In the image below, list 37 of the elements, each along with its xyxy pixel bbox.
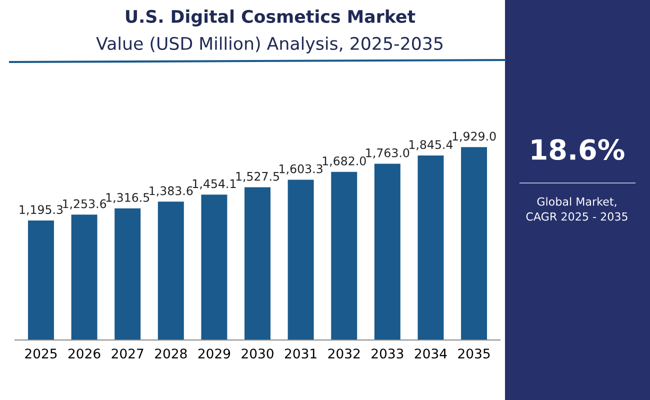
bar	[374, 164, 400, 340]
bar	[114, 208, 141, 340]
data-label: 1,383.6	[150, 186, 193, 196]
x-tick-label: 2025	[25, 348, 57, 359]
bar	[158, 202, 184, 340]
chart-subtitle: Value (USD Million) Analysis, 2025-2035	[96, 36, 442, 54]
x-tick-label: 2028	[155, 348, 187, 359]
bar	[201, 194, 228, 340]
chart-title: U.S. Digital Cosmetics Market	[126, 10, 416, 26]
data-label: 1,763.0	[366, 148, 410, 158]
data-label: 1,527.5	[236, 172, 279, 182]
bar	[244, 187, 270, 340]
data-label: 1,929.0	[452, 132, 496, 142]
data-label: 1,253.6	[63, 199, 106, 210]
x-tick-label: 2034	[414, 348, 447, 359]
x-tick-label: 2030	[242, 348, 274, 359]
bar	[71, 214, 98, 340]
data-label: 1,316.5	[106, 192, 150, 204]
x-tick-label: 2035	[458, 348, 490, 359]
x-tick-label: 2029	[198, 348, 230, 359]
text: Global Market, CAGR 2025 - 2035	[526, 197, 628, 221]
bar	[331, 172, 358, 340]
bar	[288, 180, 314, 340]
data-label: 1,603.3	[280, 164, 322, 174]
data-label: 1,682.0	[322, 156, 366, 167]
x-tick-label: 2033	[372, 348, 404, 359]
data-label: 1,454.1	[192, 179, 236, 190]
x-tick-label: 2027	[112, 348, 144, 359]
data-label: 1,195.3	[20, 205, 63, 216]
x-tick-label: 2031	[284, 348, 316, 359]
text: 18.6%	[532, 139, 624, 160]
bar	[28, 220, 54, 340]
x-tick-label: 2032	[328, 348, 360, 359]
data-label: 1,845.4	[409, 140, 453, 150]
bar	[418, 156, 444, 340]
x-tick-label: 2026	[68, 348, 100, 359]
bar	[461, 147, 488, 340]
